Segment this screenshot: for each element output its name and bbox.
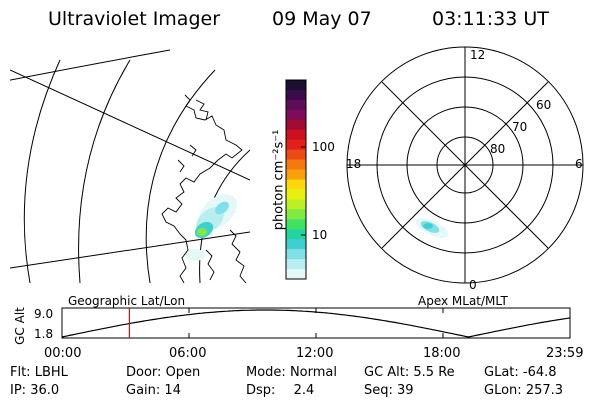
polar-label-noon: 12	[470, 48, 486, 62]
polar-label-midnight: 0	[469, 278, 477, 292]
timeline-tick-1800: 18:00	[423, 346, 461, 361]
coastline	[161, 94, 247, 283]
seq-value: 39	[397, 383, 414, 398]
glat-label: GLat:	[484, 365, 519, 380]
timeline-tick-0000: 00:00	[44, 346, 82, 361]
altitude-curve	[61, 309, 571, 338]
colorbar-segment	[286, 109, 306, 121]
colorbar-segment	[286, 219, 306, 230]
dsp-value: 2.4	[293, 383, 315, 398]
meridian-2	[10, 231, 250, 269]
colorbar-segment	[286, 239, 306, 250]
colorbar-segment	[286, 209, 306, 220]
colorbar-segment	[286, 119, 306, 131]
door-label: Door:	[126, 365, 162, 380]
polar-diagonal-2	[381, 81, 549, 249]
timeline-left-title: Geographic Lat/Lon	[68, 294, 186, 308]
dsp-label: Dsp:	[246, 383, 276, 398]
date-label: 09 May 07	[272, 8, 372, 30]
colorbar-tick-100: 100	[312, 140, 335, 154]
seq-label: Seq:	[364, 383, 393, 398]
polar-label-70: 70	[512, 120, 528, 134]
timeline-tick-2359: 23:59	[546, 346, 584, 361]
lat-arc-4	[145, 69, 216, 283]
gcalt-value: 5.5 Re	[413, 365, 455, 380]
colorbar-segment	[286, 159, 306, 171]
colorbar-segment	[286, 89, 306, 101]
gain-value: 14	[164, 383, 181, 398]
colorbar-segment	[286, 189, 306, 200]
flt-label: Flt:	[10, 365, 31, 380]
glon-label: GLon:	[484, 383, 522, 398]
mode-label: Mode:	[246, 365, 286, 380]
timeline-right-title: Apex MLat/MLT	[418, 294, 508, 308]
timeline-ymax: 9.0	[34, 307, 54, 321]
gain-label: Gain:	[126, 383, 161, 398]
instrument-title: Ultraviolet Imager	[48, 8, 221, 30]
colorbar-segment	[286, 80, 306, 91]
meridian-1	[10, 69, 250, 181]
colorbar-segment	[286, 139, 306, 151]
colorbar-segment	[286, 129, 306, 141]
colorbar-segment	[286, 249, 306, 260]
mode-value: Normal	[289, 365, 337, 380]
colorbar-segment	[286, 179, 306, 191]
colorbar-segment	[286, 229, 306, 240]
colorbar-segment	[286, 269, 306, 280]
timeline-ymin: 1.8	[34, 327, 54, 341]
ip-value: 36.0	[30, 383, 60, 398]
door-value: Open	[165, 365, 201, 380]
colorbar-segment	[286, 199, 306, 210]
polar-label-dusk: 18	[346, 157, 362, 171]
flt-value: LBHL	[34, 365, 68, 380]
polar-label-dawn: 6	[575, 157, 583, 171]
timeline-ticks	[61, 308, 571, 338]
colorbar-segment	[286, 169, 306, 181]
glat-value: -64.8	[522, 365, 557, 380]
ip-label: IP:	[10, 383, 27, 398]
aurora-patch-polar	[415, 218, 449, 238]
aurora-patch-geo	[185, 194, 238, 261]
colorbar-tick-10: 10	[312, 228, 328, 242]
colorbar-segment	[286, 99, 306, 111]
polar-label-80: 80	[490, 142, 506, 156]
lat-arc-3	[78, 59, 131, 283]
colorbar-segment	[286, 149, 306, 161]
time-label: 03:11:33 UT	[432, 8, 549, 30]
colorbar-segment	[286, 259, 306, 270]
lat-arc-1	[10, 49, 171, 81]
gcalt-label: GC Alt:	[364, 365, 410, 380]
glon-value: 257.3	[525, 383, 564, 398]
polar-label-60: 60	[536, 98, 552, 112]
timeline-tick-0600: 06:00	[169, 346, 207, 361]
timeline-tick-1200: 12:00	[296, 346, 334, 361]
